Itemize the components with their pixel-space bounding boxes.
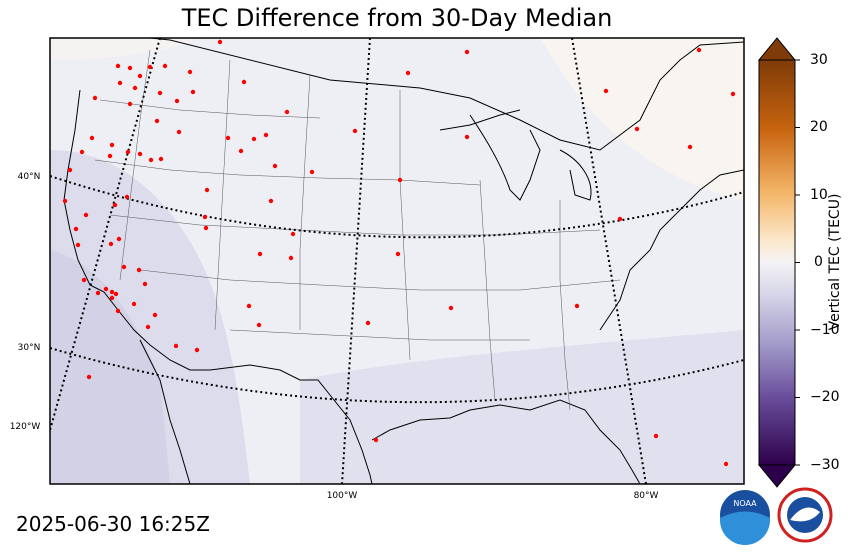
lon-label-120w: 120°W bbox=[9, 422, 41, 432]
lon-label-100w: 100°W bbox=[326, 491, 358, 501]
neutral-region-north bbox=[50, 38, 200, 60]
negative-region-south bbox=[300, 330, 744, 484]
station-markers bbox=[62, 39, 736, 467]
coastlines bbox=[63, 38, 744, 484]
colorbar-tick-30: 30 bbox=[810, 52, 828, 68]
colorbar-tick-neg10: −10 bbox=[810, 322, 840, 338]
graticule bbox=[50, 38, 744, 484]
colorbar-tick-20: 20 bbox=[810, 119, 828, 135]
positive-region-northeast bbox=[540, 38, 744, 200]
colorbar-tick-neg30: −30 bbox=[810, 457, 840, 473]
noaa-logo-text: NOAA bbox=[733, 499, 757, 508]
colorbar-min-extend bbox=[757, 464, 797, 488]
colorbar-tick-10: 10 bbox=[810, 187, 828, 203]
colorbar-label: Vertical TEC (TECU) bbox=[827, 193, 843, 331]
colorbar-tick-neg20: −20 bbox=[810, 389, 840, 405]
colorbar bbox=[757, 37, 800, 488]
colorbar-tick-0: 0 bbox=[814, 254, 823, 270]
colorbar-gradient bbox=[758, 59, 796, 466]
map-title: TEC Difference from 30-Day Median bbox=[181, 4, 613, 32]
lon-label-80w: 80°W bbox=[633, 491, 659, 501]
timestamp: 2025-06-30 16:25Z bbox=[16, 512, 210, 536]
map-frame bbox=[49, 37, 745, 485]
noaa-logo: NOAA bbox=[720, 490, 770, 545]
colorbar-max-extend bbox=[757, 37, 797, 61]
negative-region-southwest bbox=[50, 250, 170, 484]
lat-label-40n: 40°N bbox=[17, 172, 41, 182]
state-boundaries bbox=[94, 49, 621, 411]
nws-logo bbox=[777, 487, 833, 543]
lat-label-30n: 30°N bbox=[17, 343, 41, 353]
